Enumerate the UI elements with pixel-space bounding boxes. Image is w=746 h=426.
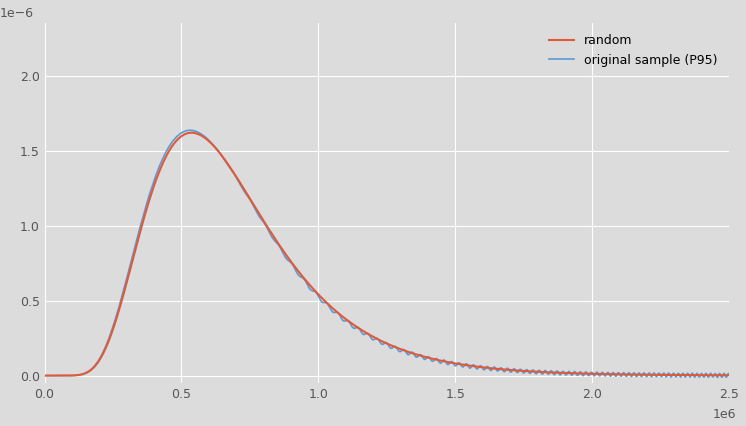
original sample (P95) bbox=[724, 371, 733, 377]
random bbox=[40, 373, 49, 378]
original sample (P95) bbox=[186, 128, 195, 133]
original sample (P95) bbox=[712, 372, 721, 377]
original sample (P95) bbox=[40, 373, 49, 378]
random bbox=[724, 373, 733, 378]
Legend: random, original sample (P95): random, original sample (P95) bbox=[545, 29, 723, 72]
random bbox=[159, 160, 168, 165]
original sample (P95) bbox=[638, 374, 647, 379]
Text: 1e6: 1e6 bbox=[712, 408, 736, 421]
random bbox=[187, 130, 196, 135]
random bbox=[638, 372, 647, 377]
original sample (P95) bbox=[712, 375, 721, 380]
original sample (P95) bbox=[159, 155, 168, 160]
Line: original sample (P95): original sample (P95) bbox=[45, 130, 729, 377]
random bbox=[333, 309, 342, 314]
random bbox=[712, 373, 721, 378]
random bbox=[303, 279, 312, 285]
original sample (P95) bbox=[118, 291, 127, 296]
Text: 1e−6: 1e−6 bbox=[0, 7, 34, 20]
original sample (P95) bbox=[303, 282, 312, 287]
Line: random: random bbox=[45, 133, 729, 376]
random bbox=[118, 295, 127, 300]
original sample (P95) bbox=[333, 310, 342, 315]
